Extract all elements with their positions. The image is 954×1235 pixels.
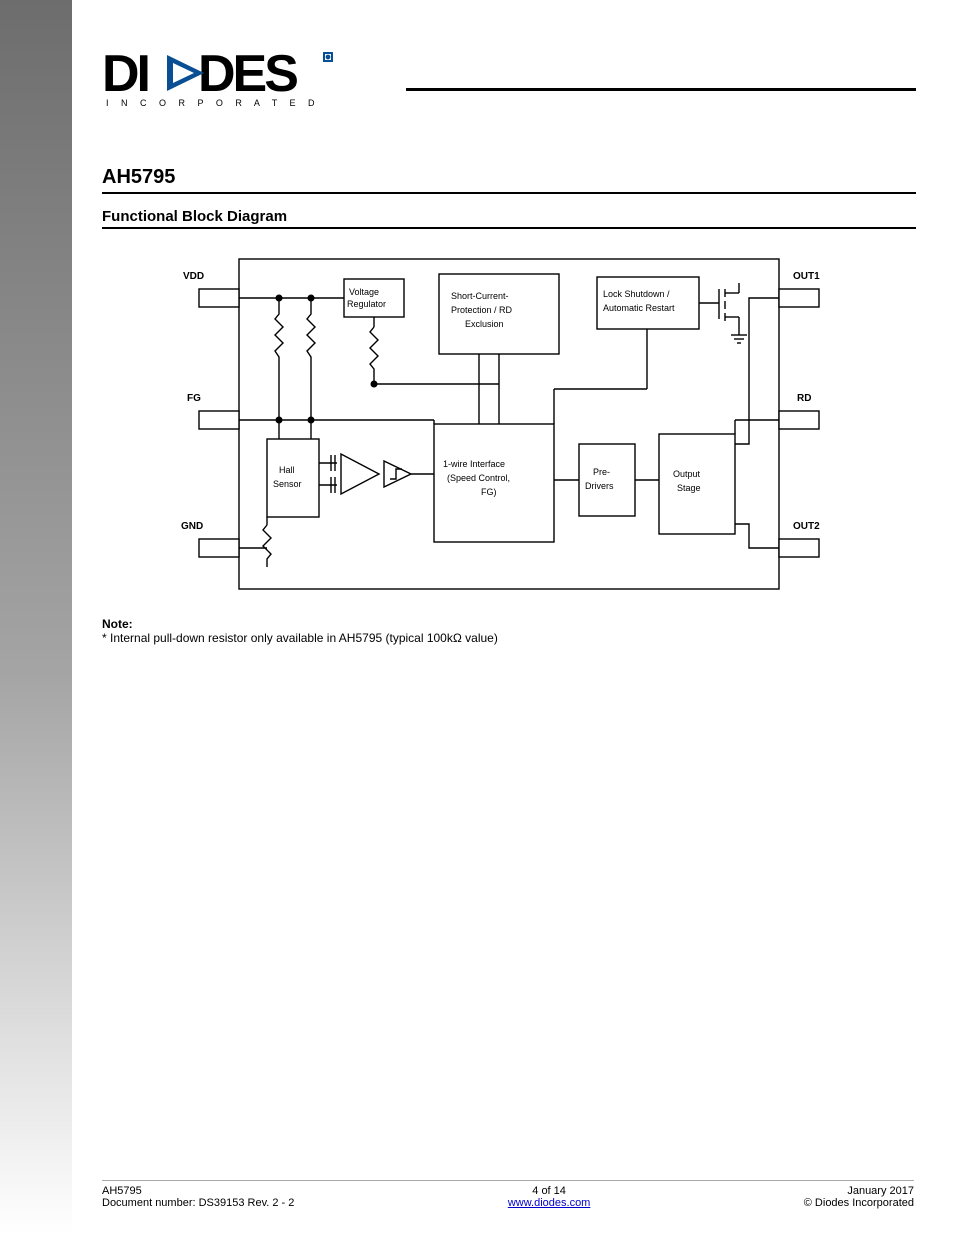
footer-page: 4 of 14 [508, 1185, 591, 1197]
svg-text:DES: DES [198, 45, 297, 103]
block-diagram: VDD FG GND OUT1 RD OUT2 Voltage Regulato… [102, 239, 916, 609]
part-number: AH5795 [102, 166, 175, 188]
block-pre-l1: Pre- [593, 467, 610, 477]
side-gradient [0, 0, 72, 1235]
block-hall-l2: Sensor [273, 479, 302, 489]
block-logic-l3: FG) [481, 487, 497, 497]
block-vreg-l1: Voltage [349, 287, 379, 297]
block-out-l1: Output [673, 469, 701, 479]
block-logic-l2: (Speed Control, [447, 473, 510, 483]
footnote-text: * Internal pull-down resistor only avail… [102, 631, 916, 645]
block-short-l3: Exclusion [465, 319, 504, 329]
block-out-l2: Stage [677, 483, 701, 493]
footer-left: AH5795 Document number: DS39153 Rev. 2 -… [102, 1185, 294, 1209]
block-logic-l1: 1-wire Interface [443, 459, 505, 469]
block-lock-l1: Lock Shutdown / [603, 289, 670, 299]
header-rule [406, 88, 916, 91]
block-vreg-l2: Regulator [347, 299, 386, 309]
footer-copyright: © Diodes Incorporated [804, 1197, 914, 1209]
block-short-l1: Short-Current- [451, 291, 509, 301]
footer-date: January 2017 [804, 1185, 914, 1197]
footnote-head: Note: [102, 617, 916, 631]
pin-out2: OUT2 [793, 521, 820, 532]
logo-row: DI DES I N C O R P O R A T E D [102, 30, 916, 122]
logo-suffix: DES [198, 45, 297, 103]
pin-rd: RD [797, 393, 811, 404]
pin-vdd: VDD [183, 271, 204, 282]
part-line: AH5795 [102, 166, 916, 194]
pin-out1: OUT1 [793, 271, 820, 282]
pin-gnd: GND [181, 521, 203, 532]
diodes-logo: DI DES I N C O R P O R A T E D [102, 43, 340, 122]
footer-link[interactable]: www.diodes.com [508, 1197, 591, 1209]
footer-doc: Document number: DS39153 Rev. 2 - 2 [102, 1197, 294, 1209]
pin-fg: FG [187, 393, 201, 404]
page-content: DI DES I N C O R P O R A T E D AH5795 Fu… [72, 0, 954, 1235]
logo-prefix: DI [102, 45, 148, 103]
logo-sub: I N C O R P O R A T E D [106, 98, 320, 108]
block-hall-l1: Hall [279, 465, 295, 475]
block-short-l2: Protection / RD [451, 305, 513, 315]
svg-text:DI: DI [102, 45, 148, 103]
section-title: Functional Block Diagram [102, 208, 916, 229]
footnote: Note: * Internal pull-down resistor only… [102, 617, 916, 645]
footer: AH5795 Document number: DS39153 Rev. 2 -… [102, 1180, 914, 1209]
block-pre-l2: Drivers [585, 481, 614, 491]
footer-part: AH5795 [102, 1185, 294, 1197]
footer-right: January 2017 © Diodes Incorporated [804, 1185, 914, 1209]
block-lock-l2: Automatic Restart [603, 303, 675, 313]
footer-mid: 4 of 14 www.diodes.com [508, 1185, 591, 1209]
